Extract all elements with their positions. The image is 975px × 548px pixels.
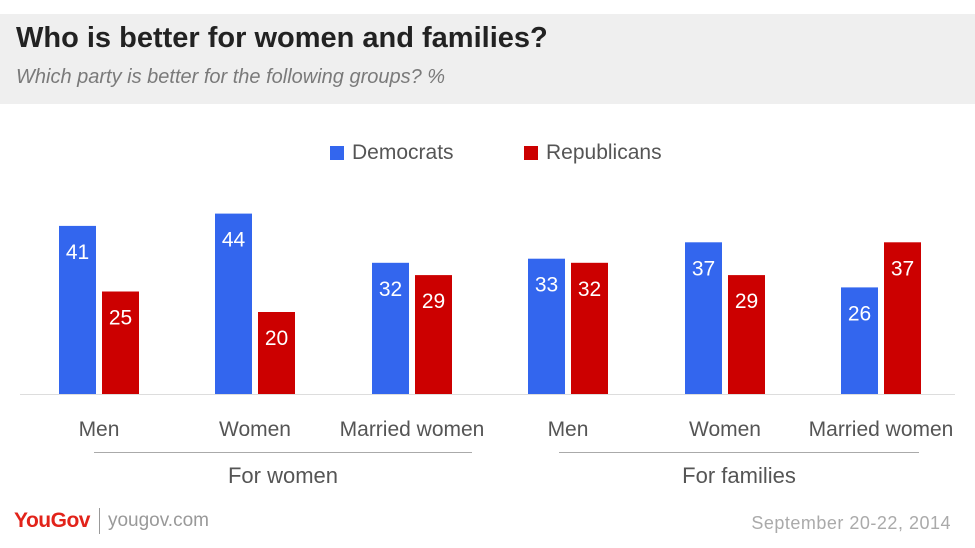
logo-divider <box>98 508 100 534</box>
bar-democrats-4 <box>528 258 565 394</box>
data-label-republicans-1: 25 <box>109 307 132 330</box>
bar-democrats-6 <box>841 287 878 394</box>
group-label-1: For women <box>228 463 338 488</box>
data-label-democrats-5: 37 <box>692 257 715 280</box>
category-label-4: Men <box>548 418 589 441</box>
legend-label-democrats: Democrats <box>352 141 454 164</box>
data-label-republicans-2: 20 <box>265 327 288 350</box>
bar-republicans-1 <box>102 291 139 394</box>
legend-swatch-republicans <box>524 146 538 160</box>
bar-democrats-3 <box>372 262 409 394</box>
legend-label-republicans: Republicans <box>546 141 662 164</box>
bar-democrats-5 <box>685 242 722 394</box>
legend: Democrats Republicans <box>0 141 975 165</box>
data-label-democrats-3: 32 <box>379 278 402 301</box>
data-label-republicans-4: 32 <box>578 278 601 301</box>
data-label-democrats-6: 26 <box>848 302 871 325</box>
data-label-democrats-2: 44 <box>222 229 246 252</box>
data-label-republicans-6: 37 <box>891 257 914 280</box>
bar-democrats-1 <box>59 225 96 394</box>
category-label-6: Married women <box>809 418 954 441</box>
data-label-democrats-1: 41 <box>66 241 89 264</box>
bar-democrats-2 <box>215 213 252 394</box>
data-label-republicans-5: 29 <box>735 290 758 313</box>
chart-subtitle: Which party is better for the following … <box>16 66 446 88</box>
bar-republicans-6 <box>884 242 921 394</box>
category-label-5: Women <box>689 418 761 441</box>
legend-item-republicans: Republicans <box>524 141 662 165</box>
survey-date: September 20-22, 2014 <box>751 513 951 533</box>
bar-republicans-4 <box>571 262 608 394</box>
data-label-republicans-3: 29 <box>422 290 445 313</box>
bar-republicans-5 <box>728 275 765 394</box>
yougov-logo: YouGov yougov.com <box>14 508 209 534</box>
bar-republicans-2 <box>258 312 295 394</box>
group-label-2: For families <box>682 463 796 488</box>
category-label-3: Married women <box>340 418 485 441</box>
brand-mark: YouGov <box>14 509 90 532</box>
header: Who is better for women and families? Wh… <box>0 14 975 104</box>
legend-swatch-democrats <box>330 146 344 160</box>
category-label-1: Men <box>79 418 120 441</box>
data-label-democrats-4: 33 <box>535 274 558 297</box>
bar-republicans-3 <box>415 275 452 394</box>
category-label-2: Women <box>219 418 291 441</box>
legend-item-democrats: Democrats <box>330 141 454 165</box>
brand-url: yougov.com <box>107 510 209 531</box>
chart-title: Who is better for women and families? <box>16 22 548 54</box>
